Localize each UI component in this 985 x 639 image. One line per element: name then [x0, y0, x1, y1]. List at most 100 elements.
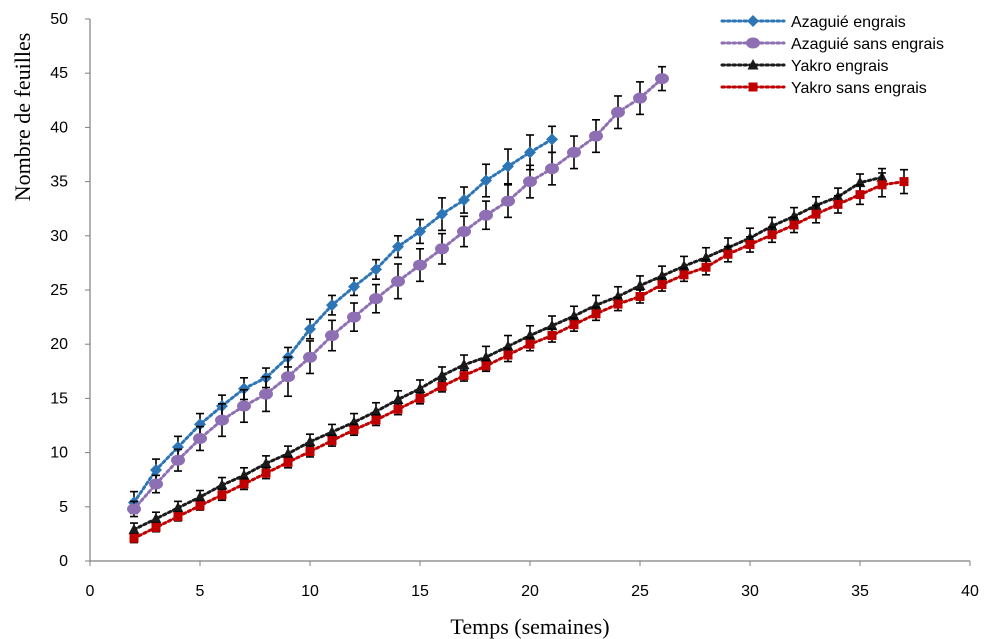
diamond-marker: [326, 299, 338, 312]
triangle-marker: [260, 457, 272, 468]
diamond-marker: [370, 263, 382, 276]
diamond-marker: [150, 463, 162, 476]
triangle-marker: [634, 279, 646, 291]
diamond-marker: [436, 208, 448, 221]
triangle-marker: [282, 447, 294, 459]
square-marker: [151, 522, 161, 532]
circle-marker: [369, 293, 383, 305]
y-axis-title: Nombre de feuilles: [10, 33, 35, 202]
circle-marker: [391, 275, 405, 287]
y-tick-label: 10: [50, 445, 68, 462]
series-1: [127, 65, 669, 518]
square-marker: [657, 280, 667, 290]
x-tick-label: 30: [741, 583, 759, 600]
series-line: [132, 180, 906, 540]
diamond-marker: [172, 441, 184, 454]
square-marker: [701, 262, 711, 272]
circle-marker: [479, 209, 493, 221]
square-marker: [393, 404, 403, 414]
square-marker: [613, 299, 623, 309]
legend-label: Yakro engrais: [791, 58, 889, 75]
circle-marker: [127, 503, 141, 515]
x-tick-label: 40: [961, 583, 979, 600]
y-tick-label: 25: [50, 282, 68, 299]
y-tick-label: 20: [50, 336, 68, 353]
circle-marker: [171, 454, 185, 466]
diamond-marker: [480, 174, 492, 187]
circle-marker: [193, 433, 207, 445]
diamond-marker: [392, 240, 404, 253]
circle-marker: [281, 371, 295, 383]
square-marker: [195, 501, 205, 511]
square-marker: [569, 320, 579, 330]
circle-marker: [589, 130, 603, 142]
square-marker: [283, 457, 293, 467]
square-marker: [173, 512, 183, 522]
square-marker: [415, 393, 425, 403]
x-tick-label: 5: [196, 583, 205, 600]
circle-marker: [413, 259, 427, 271]
series-layer: [127, 65, 909, 544]
series-3: [129, 168, 909, 544]
circle-marker: [523, 176, 537, 188]
x-tick-label: 15: [411, 583, 429, 600]
square-marker: [899, 177, 909, 187]
square-marker: [811, 209, 821, 219]
legend-item: Azaguié sans engrais: [720, 36, 944, 53]
diamond-marker: [194, 418, 206, 431]
y-tick-label: 50: [50, 11, 68, 28]
circle-marker: [457, 225, 471, 237]
square-marker: [129, 533, 139, 543]
triangle-marker: [392, 393, 404, 404]
series-0: [128, 125, 558, 515]
diamond-marker: [348, 280, 360, 293]
circle-marker: [655, 73, 669, 85]
square-marker: [877, 180, 887, 190]
x-tick-label: 20: [521, 583, 539, 600]
x-tick-label: 35: [851, 583, 869, 600]
triangle-marker: [128, 523, 140, 535]
square-marker: [305, 447, 315, 457]
diamond-marker: [747, 15, 759, 27]
square-marker: [503, 350, 513, 360]
y-tick-label: 0: [59, 553, 68, 570]
legend-item: Yakro engrais: [720, 58, 889, 75]
x-tick-label: 10: [301, 583, 319, 600]
diamond-marker: [546, 133, 558, 146]
triangle-marker: [172, 501, 184, 513]
legend-item: Azaguié engrais: [720, 14, 906, 31]
square-marker: [525, 339, 535, 349]
triangle-marker: [326, 426, 338, 437]
square-marker: [371, 415, 381, 425]
triangle-marker: [194, 491, 206, 502]
square-marker: [547, 331, 557, 341]
y-tick-label: 30: [50, 228, 68, 245]
triangle-marker: [480, 351, 492, 362]
circle-marker: [237, 400, 251, 412]
circle-marker: [633, 92, 647, 104]
y-tick-label: 5: [59, 499, 68, 516]
triangle-marker: [304, 435, 316, 447]
diamond-marker: [458, 194, 470, 207]
circle-marker: [567, 146, 581, 158]
y-tick-label: 45: [50, 65, 68, 82]
circle-marker: [611, 106, 625, 118]
circle-marker: [746, 37, 760, 49]
triangle-marker: [747, 59, 759, 70]
circle-marker: [435, 243, 449, 255]
triangle-marker: [546, 319, 558, 331]
diamond-marker: [304, 323, 316, 336]
square-marker: [635, 292, 645, 302]
square-marker: [327, 436, 337, 446]
square-marker: [767, 230, 777, 240]
square-marker: [217, 490, 227, 500]
triangle-marker: [238, 469, 250, 480]
triangle-marker: [436, 369, 448, 381]
square-marker: [261, 468, 271, 478]
square-marker: [239, 479, 249, 489]
circle-marker: [545, 163, 559, 175]
y-tick-label: 40: [50, 119, 68, 136]
square-marker: [789, 220, 799, 230]
x-axis-title: Temps (semaines): [450, 614, 609, 639]
diamond-marker: [238, 382, 250, 395]
